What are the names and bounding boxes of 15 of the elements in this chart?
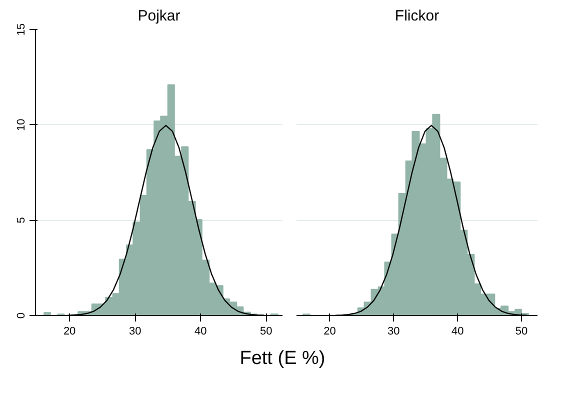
x-tick-label: 30 <box>388 326 400 338</box>
x-axis-title: Fett (E %) <box>240 347 326 371</box>
x-tick-label: 30 <box>128 326 142 338</box>
x-tick-label: 50 <box>515 326 528 338</box>
x-tick-label: 40 <box>451 326 464 338</box>
x-tick-label: 40 <box>194 326 207 338</box>
y-tick-label: 0 <box>16 312 28 319</box>
chart-title: Pojkar <box>138 8 180 24</box>
y-tick-label: 5 <box>16 217 28 224</box>
y-tick-label: 15 <box>16 23 28 36</box>
x-tick-label: 50 <box>260 326 272 338</box>
y-tick-label: 10 <box>16 118 28 131</box>
chart-title: Flickor <box>394 8 440 24</box>
x-tick-label: 20 <box>63 326 76 338</box>
x-tick-label: 20 <box>324 326 336 338</box>
